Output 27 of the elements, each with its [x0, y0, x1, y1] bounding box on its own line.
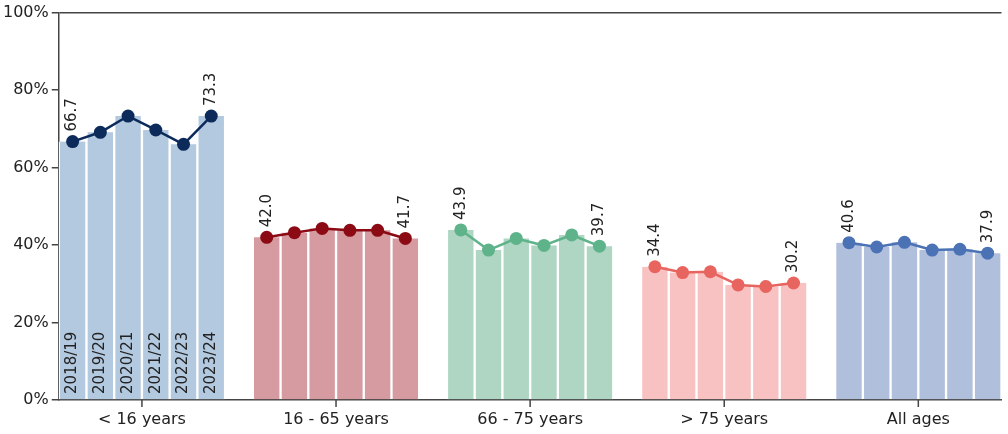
data-label: 30.2 — [783, 239, 802, 274]
x-tick-label: 2020/21 — [117, 331, 136, 394]
data-label: 34.4 — [644, 223, 663, 257]
x-tick-label: 2018/19 — [62, 331, 81, 394]
data-label: 66.7 — [62, 98, 81, 132]
data-label: 39.7 — [589, 202, 608, 237]
y-tick-label: 20% — [13, 311, 49, 331]
data-label: 41.7 — [395, 195, 414, 229]
x-tick-label: 2021/22 — [145, 331, 164, 394]
y-tick-label: 100% — [2, 1, 49, 21]
x-tick-label: 2023/24 — [201, 331, 220, 394]
text: All ages — [886, 409, 950, 429]
data-label: 42.0 — [256, 193, 275, 228]
text: 66 - 75 years — [477, 409, 584, 429]
y-tick-label: 60% — [13, 156, 49, 176]
text: < 16 years — [97, 409, 186, 429]
y-tick-label: 40% — [13, 234, 49, 254]
y-tick-label: 0% — [23, 389, 49, 409]
x-tick-label: 2019/20 — [90, 331, 109, 394]
data-label: 40.6 — [838, 199, 857, 233]
text: 16 - 65 years — [283, 409, 389, 429]
y-tick-label: 80% — [13, 79, 49, 99]
x-tick-label: 2022/23 — [173, 331, 192, 394]
data-label: 43.9 — [450, 186, 469, 220]
data-label: 37.9 — [977, 209, 996, 244]
text: > 75 years — [680, 409, 769, 429]
data-label: 73.3 — [201, 72, 220, 107]
